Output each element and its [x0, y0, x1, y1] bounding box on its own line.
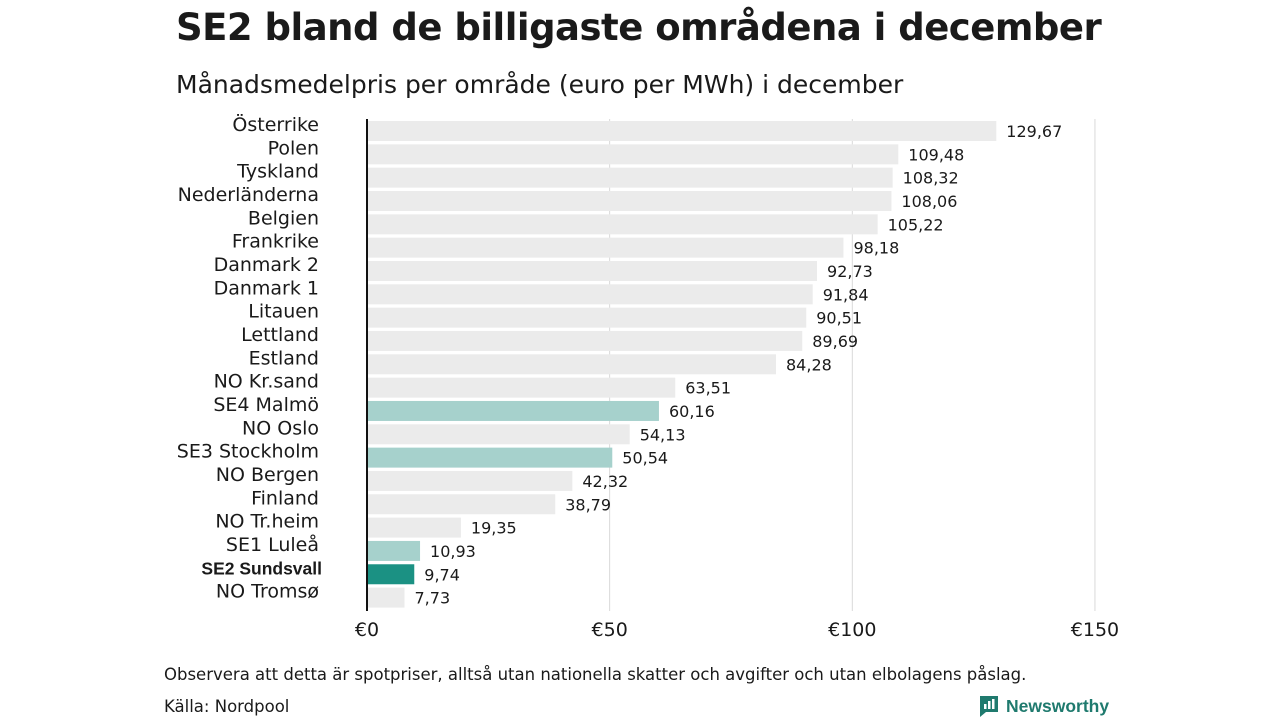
data-label: 54,13: [640, 425, 686, 444]
category-label: NO Kr.sand: [214, 371, 319, 393]
bar: [367, 330, 803, 351]
data-label: 19,35: [471, 519, 517, 538]
category-label: Estland: [249, 347, 319, 369]
footnote: Observera att detta är spotpriser, allts…: [164, 665, 1027, 684]
bar: [367, 354, 777, 375]
category-label: SE3 Stockholm: [177, 441, 319, 463]
data-label: 10,93: [430, 542, 476, 561]
bar: [367, 517, 461, 538]
x-tick-label: €0: [355, 619, 379, 641]
bar: [367, 144, 899, 165]
category-label: SE1 Luleå: [226, 533, 319, 556]
category-label: SE2 Sundsvall: [201, 558, 322, 578]
data-label: 38,79: [565, 495, 611, 514]
data-label: 108,32: [903, 169, 959, 188]
data-label: 91,84: [823, 285, 869, 304]
category-label: NO Bergen: [216, 464, 319, 486]
data-label: 105,22: [888, 215, 944, 234]
bar: [367, 587, 405, 608]
bar: [367, 424, 630, 445]
category-label: Danmark 1: [214, 277, 319, 299]
category-label: SE4 Malmö: [213, 394, 319, 416]
newsworthy-logo-icon: [980, 696, 998, 717]
bar: [367, 470, 573, 491]
category-label: Nederländerna: [178, 184, 319, 206]
category-label: Finland: [251, 487, 319, 509]
chart-title: SE2 bland de billigaste områdena i decem…: [176, 6, 1102, 49]
data-label: 98,18: [853, 239, 899, 258]
data-label: 89,69: [812, 332, 858, 351]
bar: [367, 284, 813, 305]
bar: [367, 564, 415, 585]
bar: [367, 214, 878, 235]
data-label: 7,73: [415, 589, 451, 608]
data-label: 109,48: [908, 145, 964, 164]
bar: [367, 400, 659, 421]
logo-text: Newsworthy: [1006, 695, 1110, 716]
bar: [367, 237, 844, 258]
category-label: Lettland: [241, 324, 319, 346]
data-label: 9,74: [424, 565, 460, 584]
data-label: 42,32: [582, 472, 628, 491]
x-tick-label: €100: [828, 619, 876, 641]
data-label: 108,06: [901, 192, 957, 211]
category-label: Frankrike: [232, 231, 319, 253]
category-label: NO Oslo: [242, 417, 319, 439]
category-label: NO Tr.heim: [215, 511, 319, 533]
data-label: 84,28: [786, 355, 832, 374]
bar: [367, 377, 676, 398]
category-label: Polen: [268, 137, 319, 159]
bar: [367, 307, 807, 328]
category-label: NO Tromsø: [216, 581, 319, 603]
data-label: 129,67: [1006, 122, 1062, 141]
category-label: Litauen: [248, 301, 319, 323]
category-label: Danmark 2: [214, 254, 319, 276]
bar: [367, 540, 421, 561]
bar: [367, 494, 556, 515]
bar: [367, 121, 997, 141]
newsworthy-logo: Newsworthy: [978, 693, 1109, 719]
x-tick-label: €50: [592, 619, 628, 641]
chart-subtitle: Månadsmedelpris per område (euro per MWh…: [176, 70, 904, 99]
category-label: Österrike: [232, 113, 319, 136]
source-credit: Källa: Nordpool: [164, 697, 290, 716]
bar: [367, 190, 892, 211]
category-label: Belgien: [248, 207, 319, 229]
category-label: Tyskland: [236, 161, 319, 183]
data-label: 92,73: [827, 262, 873, 281]
x-tick-label: €150: [1071, 619, 1119, 641]
data-label: 90,51: [816, 309, 862, 328]
data-label: 60,16: [669, 402, 715, 421]
bar: [367, 167, 893, 188]
data-label: 63,51: [685, 379, 731, 398]
bar: [367, 447, 613, 468]
data-label: 50,54: [622, 449, 668, 468]
bar: [367, 260, 818, 281]
